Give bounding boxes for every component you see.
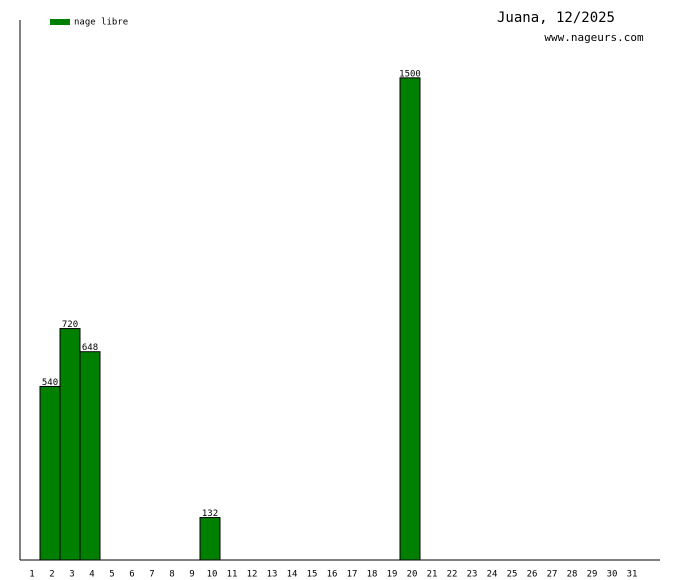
x-tick-label: 27 xyxy=(547,570,558,580)
legend-label: nage libre xyxy=(74,18,128,28)
x-tick-label: 24 xyxy=(487,570,498,580)
x-tick-label: 3 xyxy=(69,570,74,580)
bar xyxy=(399,77,421,561)
x-tick-label: 4 xyxy=(89,570,94,580)
bar xyxy=(39,385,61,561)
value-label: 132 xyxy=(202,509,218,519)
x-tick-label: 14 xyxy=(287,570,298,580)
x-tick-label: 13 xyxy=(267,570,278,580)
x-tick-label: 2 xyxy=(49,570,54,580)
x-tick-label: 23 xyxy=(467,570,478,580)
chart-subtitle: www.nageurs.com xyxy=(544,31,644,44)
x-tick-label: 15 xyxy=(307,570,318,580)
bar xyxy=(79,351,101,561)
x-tick-label: 11 xyxy=(227,570,238,580)
x-tick-label: 25 xyxy=(507,570,518,580)
bar xyxy=(59,328,81,561)
x-tick-label: 7 xyxy=(149,570,154,580)
x-tick-label: 9 xyxy=(189,570,194,580)
x-tick-label: 21 xyxy=(427,570,438,580)
x-tick-label: 26 xyxy=(527,570,538,580)
x-tick-label: 5 xyxy=(109,570,114,580)
value-label: 540 xyxy=(42,378,58,388)
x-tick-label: 17 xyxy=(347,570,358,580)
x-tick-label: 8 xyxy=(169,570,174,580)
value-label: 720 xyxy=(62,320,78,330)
x-tick-label: 28 xyxy=(567,570,578,580)
x-tick-label: 6 xyxy=(129,570,134,580)
x-tick-label: 29 xyxy=(587,570,598,580)
x-tick-label: 22 xyxy=(447,570,458,580)
x-tick-label: 12 xyxy=(247,570,258,580)
x-tick-label: 30 xyxy=(607,570,618,580)
legend-swatch xyxy=(50,19,70,25)
chart-title: Juana, 12/2025 xyxy=(497,10,615,26)
x-tick-label: 10 xyxy=(207,570,218,580)
x-tick-label: 18 xyxy=(367,570,378,580)
value-label: 648 xyxy=(82,343,98,353)
bar xyxy=(199,517,221,561)
x-tick-label: 1 xyxy=(29,570,34,580)
x-tick-label: 16 xyxy=(327,570,338,580)
value-label: 1500 xyxy=(399,69,421,79)
x-tick-label: 20 xyxy=(407,570,418,580)
x-tick-label: 31 xyxy=(627,570,638,580)
x-tick-label: 19 xyxy=(387,570,398,580)
